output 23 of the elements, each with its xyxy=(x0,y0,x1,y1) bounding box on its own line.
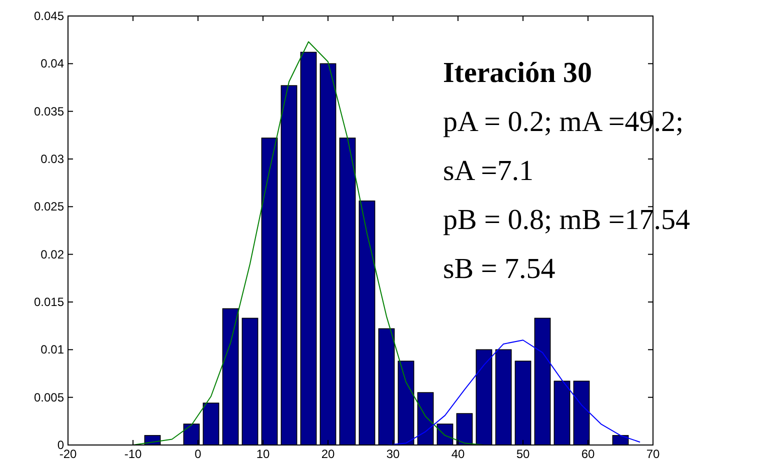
y-tick-label: 0.03 xyxy=(40,152,64,166)
line-series xyxy=(386,340,640,446)
y-tick-label: 0.01 xyxy=(40,342,64,357)
y-tick-label: 0.02 xyxy=(40,247,64,262)
y-tick-label: 0.025 xyxy=(34,200,64,214)
x-tick-label: 0 xyxy=(194,447,202,461)
x-tick-label: 10 xyxy=(256,447,270,461)
annotation: Iteración 30 xyxy=(443,57,592,89)
annotation: sA =7.1 xyxy=(443,155,534,187)
y-tick-label: 0.035 xyxy=(34,104,64,118)
y-tick-label: 0.04 xyxy=(40,56,64,71)
x-tick-label: -10 xyxy=(124,447,142,461)
y-tick-label: 0.045 xyxy=(34,9,64,23)
y-tick-label: 0.015 xyxy=(34,295,64,309)
y-tick-label: 0 xyxy=(57,438,64,452)
x-tick-label: 50 xyxy=(516,447,530,461)
x-tick-label: 70 xyxy=(646,447,660,461)
x-tick-label: 30 xyxy=(386,447,400,461)
x-tick-label: 40 xyxy=(451,447,465,461)
annotation: sB = 7.54 xyxy=(443,253,556,285)
x-tick-label: 20 xyxy=(321,447,335,461)
x-tick-label: 60 xyxy=(581,447,595,461)
y-tick-label: 0.005 xyxy=(34,390,64,404)
